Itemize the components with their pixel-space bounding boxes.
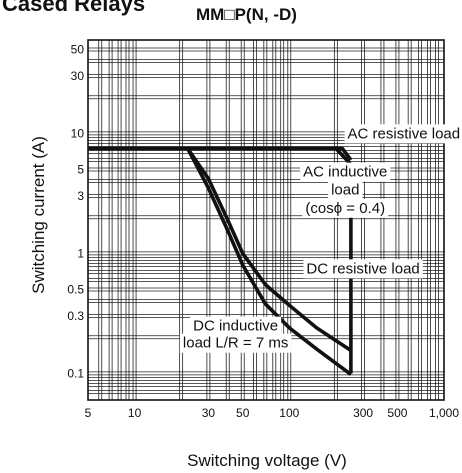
chart-title: MM□P(N, -D): [196, 5, 297, 24]
annotation-bg: [300, 162, 391, 182]
y-tick-label: 0.3: [67, 309, 84, 323]
x-tick-label: 50: [236, 406, 250, 420]
annotation-7: load L/R = 7 ms: [183, 335, 288, 352]
y-tick-label: 50: [71, 43, 85, 57]
y-tick-label: 0.1: [67, 366, 84, 380]
x-tick-label: 500: [387, 406, 407, 420]
x-tick-label: 10: [128, 406, 142, 420]
tick-labels: 5 10 30 50 100 300 500 1,000 0.1 0.3 0.5 1 3 5 10 30 50: [67, 43, 459, 420]
annotation-bg: [190, 316, 282, 336]
x-tick-label: 100: [279, 406, 299, 420]
series-dc-resistive-load: [186, 147, 352, 353]
annotation-bg: [344, 124, 462, 144]
x-axis-label: Switching voltage (V): [187, 451, 347, 470]
annotation-bg: [179, 333, 292, 353]
y-axis-label: Switching current (A): [29, 136, 48, 294]
grid: [87, 39, 445, 401]
y-tick-label: 10: [71, 126, 85, 140]
annotation-3: load: [331, 182, 359, 199]
y-tick-label: 30: [71, 69, 85, 83]
y-tick-label: 0.5: [67, 283, 84, 297]
annotation-6: DC inductive: [193, 318, 278, 335]
x-tick-label: 5: [85, 406, 92, 420]
annotation-5: DC resistive load: [306, 260, 419, 277]
page-header-title: Cased Relays: [2, 0, 146, 16]
x-tick-label: 1,000: [429, 406, 459, 420]
annotation-bg: [303, 259, 423, 279]
y-tick-label: 1: [77, 246, 84, 260]
x-tick-label: 30: [202, 406, 216, 420]
plot-frame: [87, 39, 445, 401]
y-tick-label: 5: [77, 163, 84, 177]
annotation-bg: [302, 198, 389, 218]
annotation-1: AC resistive load: [348, 125, 461, 142]
annotation-4: (cosϕ = 0.4): [305, 200, 385, 217]
annotation-backgrounds: [179, 124, 462, 353]
y-tick-label: 3: [77, 189, 84, 203]
annotation-2: AC inductive: [303, 164, 387, 181]
annotation-bg: [328, 180, 363, 200]
series-dc-inductive-load: [186, 147, 352, 376]
x-tick-label: 300: [353, 406, 373, 420]
